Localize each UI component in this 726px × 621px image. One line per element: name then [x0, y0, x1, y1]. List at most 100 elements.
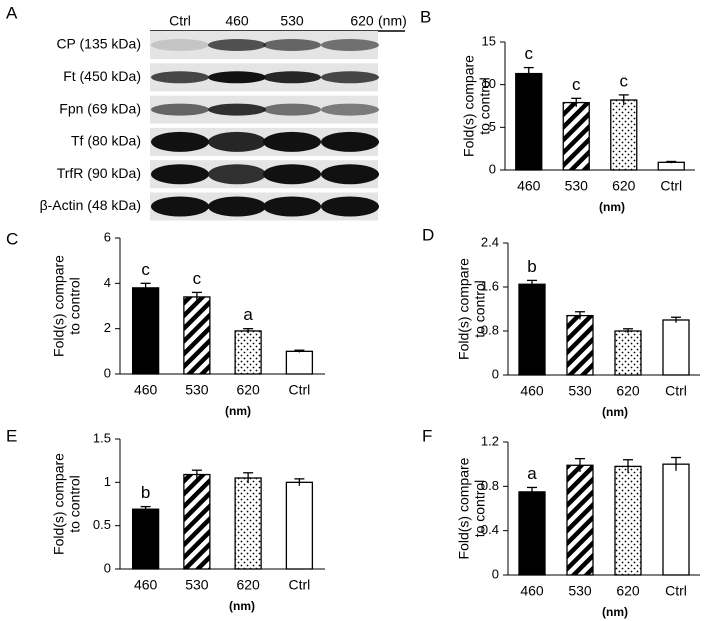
- bar: [614, 465, 642, 576]
- y-axis-label: Fold(s) compare: [51, 255, 67, 357]
- row-label: β-Actin (48 kDa): [40, 197, 141, 213]
- significance-label: c: [525, 44, 534, 63]
- x-axis-label: (nm): [602, 605, 628, 619]
- band: [263, 39, 321, 51]
- x-tick-label: 460: [520, 383, 544, 399]
- bar: [610, 99, 638, 171]
- y-tick-label: 1: [104, 474, 111, 489]
- x-tick-label: Ctrl: [665, 383, 687, 399]
- x-axis-label: (nm): [602, 405, 628, 419]
- band: [321, 164, 379, 185]
- lane-unit: (nm): [378, 13, 407, 29]
- bar: [234, 330, 262, 375]
- y-tick-label: 4: [104, 275, 111, 290]
- band: [321, 131, 379, 152]
- panel-label: B: [420, 7, 431, 26]
- bar: [614, 330, 642, 376]
- panel-label: C: [6, 229, 18, 248]
- band: [208, 71, 266, 84]
- x-tick-label: 620: [612, 178, 636, 194]
- panel-label: F: [422, 426, 432, 445]
- y-tick-label: 0.8: [481, 478, 499, 493]
- band: [208, 131, 266, 152]
- lane-label: Ctrl: [169, 13, 191, 29]
- band: [321, 196, 379, 217]
- band: [321, 103, 379, 116]
- row-label: Fpn (69 kDa): [59, 100, 141, 116]
- panel-label: E: [6, 426, 17, 445]
- y-tick-label: 6: [104, 229, 111, 244]
- lane-label: 460: [225, 13, 249, 29]
- lane-label: 620: [350, 13, 374, 29]
- bar: [183, 473, 211, 570]
- y-axis-label: Fold(s) compare: [456, 457, 472, 559]
- y-tick-label: 0.8: [481, 322, 499, 337]
- bar: [183, 296, 211, 375]
- y-tick-label: 2.4: [481, 234, 499, 249]
- x-tick-label: 460: [520, 583, 544, 599]
- bar: [562, 101, 590, 171]
- band: [151, 71, 209, 84]
- bar: [285, 350, 314, 375]
- panel-label: A: [6, 3, 18, 22]
- y-axis-label: Fold(s) compare: [456, 258, 472, 360]
- x-tick-label: 530: [565, 178, 589, 194]
- y-tick-label: 1.6: [481, 278, 499, 293]
- significance-label: a: [527, 464, 537, 483]
- significance-label: c: [141, 260, 150, 279]
- y-tick-label: 0.4: [481, 522, 499, 537]
- x-axis-label: (nm): [225, 404, 251, 418]
- x-tick-label: Ctrl: [288, 577, 310, 593]
- significance-label: b: [527, 257, 536, 276]
- row-label: Tf (80 kDa): [71, 133, 141, 149]
- x-tick-label: 460: [134, 577, 158, 593]
- band: [151, 131, 209, 152]
- bar: [662, 319, 690, 376]
- band: [151, 164, 209, 185]
- y-axis-label: to control: [67, 277, 83, 335]
- x-tick-label: 530: [568, 583, 592, 599]
- x-axis-label: (nm): [229, 599, 255, 613]
- bar: [566, 464, 594, 576]
- y-tick-label: 1.2: [481, 433, 499, 448]
- x-tick-label: 620: [236, 577, 260, 593]
- significance-label: c: [193, 269, 202, 288]
- x-tick-label: Ctrl: [288, 382, 310, 398]
- y-tick-label: 0: [104, 365, 111, 380]
- y-tick-label: 0.5: [93, 517, 111, 532]
- row-label: Ft (450 kDa): [63, 68, 141, 84]
- y-axis-label: Fold(s) compare: [461, 55, 477, 157]
- x-tick-label: 530: [185, 577, 209, 593]
- y-axis-label: Fold(s) compare: [51, 453, 67, 555]
- x-axis-label: (nm): [599, 200, 625, 214]
- x-tick-label: 530: [568, 383, 592, 399]
- bar: [131, 287, 160, 375]
- band: [208, 103, 266, 116]
- panel-label: D: [422, 225, 434, 244]
- band: [263, 164, 321, 185]
- row-label: CP (135 kDa): [56, 36, 141, 52]
- y-tick-label: 10: [482, 76, 496, 91]
- band: [321, 39, 379, 51]
- bar: [518, 283, 546, 376]
- y-tick-label: 0: [492, 566, 499, 581]
- band: [208, 164, 266, 185]
- significance-label: b: [141, 483, 150, 502]
- band: [151, 103, 209, 116]
- x-tick-label: 460: [134, 382, 158, 398]
- y-tick-label: 15: [482, 33, 496, 48]
- significance-label: a: [243, 305, 253, 324]
- y-tick-label: 0: [489, 161, 496, 176]
- band: [263, 71, 321, 84]
- bar: [566, 314, 594, 376]
- y-tick-label: 2: [104, 320, 111, 335]
- y-axis-label: to control: [472, 480, 488, 538]
- y-tick-label: 1.5: [93, 430, 111, 445]
- bar: [285, 481, 314, 570]
- band: [263, 196, 321, 217]
- bar: [234, 477, 262, 570]
- x-tick-label: 530: [185, 382, 209, 398]
- row-label: TrfR (90 kDa): [57, 165, 141, 181]
- significance-label: c: [620, 71, 629, 90]
